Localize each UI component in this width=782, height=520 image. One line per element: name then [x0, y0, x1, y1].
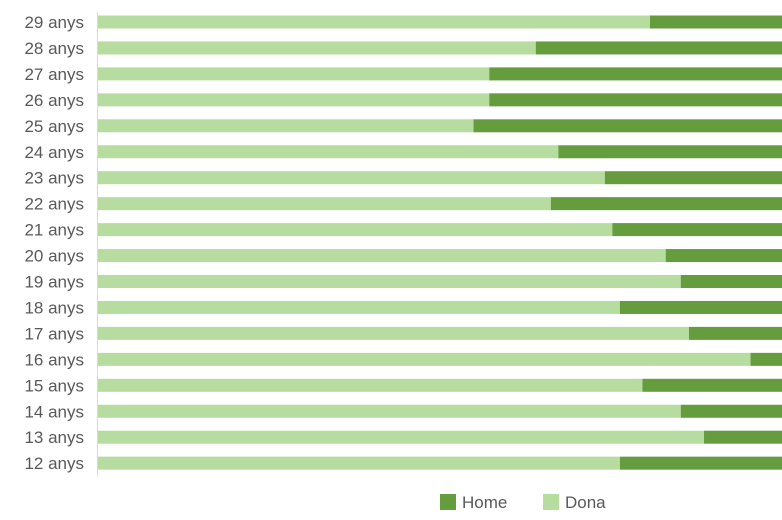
category-label-12-anys: 12 anys	[24, 454, 84, 473]
category-label-23-anys: 23 anys	[24, 169, 84, 188]
legend-label-home: Home	[462, 493, 507, 512]
bar-dona-15-anys	[98, 378, 643, 392]
category-label-17-anys: 17 anys	[24, 324, 84, 343]
bar-dona-28-anys	[98, 41, 536, 55]
category-label-25-anys: 25 anys	[24, 117, 84, 136]
legend-swatch-dona	[543, 494, 559, 510]
legend-swatch-home	[440, 494, 456, 510]
bar-home-21-anys	[612, 223, 782, 237]
legend-label-dona: Dona	[565, 493, 606, 512]
bar-home-19-anys	[680, 275, 782, 288]
bar-home-27-anys	[489, 67, 782, 81]
category-label-18-anys: 18 anys	[24, 298, 84, 317]
bar-home-15-anys	[642, 378, 782, 392]
bar-home-29-anys	[649, 15, 782, 29]
category-label-22-anys: 22 anys	[24, 195, 84, 214]
bar-dona-24-anys	[98, 145, 559, 159]
bar-home-12-anys	[619, 456, 782, 470]
bar-home-14-anys	[680, 404, 782, 418]
bar-dona-25-anys	[98, 119, 474, 133]
bar-dona-22-anys	[98, 197, 551, 211]
bar-dona-19-anys	[98, 275, 681, 288]
bar-dona-20-anys	[98, 249, 666, 263]
bar-home-20-anys	[665, 249, 782, 263]
bar-dona-21-anys	[98, 223, 613, 237]
bar-dona-26-anys	[98, 93, 490, 107]
category-label-13-anys: 13 anys	[24, 428, 84, 447]
bar-dona-17-anys	[98, 326, 689, 340]
bar-dona-16-anys	[98, 352, 751, 366]
bar-home-24-anys	[558, 145, 782, 159]
bar-home-26-anys	[489, 93, 782, 107]
bar-home-22-anys	[550, 197, 782, 211]
category-label-15-anys: 15 anys	[24, 376, 84, 395]
bar-dona-12-anys	[98, 456, 620, 470]
bar-dona-27-anys	[98, 67, 490, 81]
category-label-20-anys: 20 anys	[24, 247, 84, 266]
category-label-27-anys: 27 anys	[24, 65, 84, 84]
bar-dona-29-anys	[98, 15, 650, 29]
category-label-16-anys: 16 anys	[24, 350, 84, 369]
bar-dona-14-anys	[98, 404, 681, 418]
category-label-28-anys: 28 anys	[24, 39, 84, 58]
category-label-26-anys: 26 anys	[24, 91, 84, 110]
category-label-14-anys: 14 anys	[24, 402, 84, 421]
category-labels: 29 anys 28 anys 27 anys 26 anys 25 anys 24 an…	[24, 13, 84, 473]
bars-layer	[98, 15, 782, 470]
bar-home-16-anys	[750, 352, 782, 366]
bar-home-25-anys	[473, 119, 782, 133]
category-label-19-anys: 19 anys	[24, 273, 84, 292]
bar-home-18-anys	[619, 300, 782, 314]
bar-home-17-anys	[688, 326, 782, 340]
category-label-24-anys: 24 anys	[24, 143, 84, 162]
bar-dona-18-anys	[98, 300, 620, 314]
legend: Home Dona	[440, 493, 606, 512]
bar-home-13-anys	[704, 430, 782, 444]
bar-dona-23-anys	[98, 171, 605, 185]
category-label-29-anys: 29 anys	[24, 13, 84, 32]
bar-dona-13-anys	[98, 430, 705, 444]
bar-home-23-anys	[604, 171, 782, 185]
bar-home-28-anys	[535, 41, 782, 55]
category-label-21-anys: 21 anys	[24, 221, 84, 240]
